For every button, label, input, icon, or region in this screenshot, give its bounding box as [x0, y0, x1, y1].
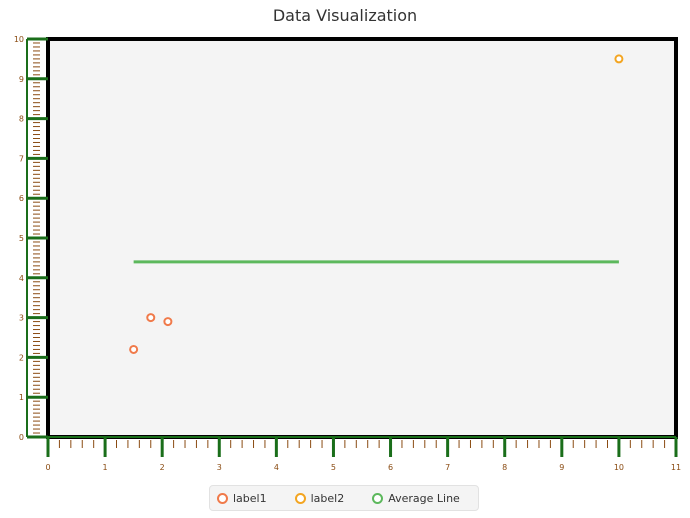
x-axis: 0 1 2 3 4 5 6 7 8 9 10 11: [45, 436, 681, 472]
y-tick-label: 3: [19, 314, 24, 323]
y-tick-label: 7: [19, 154, 24, 163]
data-point-label1: [129, 344, 139, 354]
chart-canvas: 0 1 2 3 4 5 6 7 8 9 10 0 1 2 3 4 5 6 7 8 9 10 11: [14, 35, 681, 472]
x-tick-label: 2: [160, 463, 165, 472]
plot-area: [46, 37, 678, 439]
chart-title: Data Visualization: [272, 6, 418, 25]
x-tick-label: 3: [217, 463, 222, 472]
y-tick-label: 0: [19, 433, 24, 442]
x-tick-label: 9: [559, 463, 564, 472]
legend-marker-icon: [217, 492, 228, 504]
legend-label: label2: [310, 491, 345, 505]
y-tick-label: 4: [19, 274, 24, 283]
data-point-label2: [614, 54, 624, 64]
data-point-label1: [163, 317, 173, 327]
legend-item-label2[interactable]: label2: [294, 491, 345, 505]
data-point-label1: [146, 313, 156, 323]
y-axis: 0 1 2 3 4 5 6 7 8 9 10: [14, 35, 48, 442]
x-tick-label: 1: [103, 463, 108, 472]
x-tick-label: 11: [671, 463, 681, 472]
x-tick-label: 7: [445, 463, 450, 472]
x-tick-label: 4: [274, 463, 279, 472]
y-tick-label: 9: [19, 75, 24, 84]
x-tick-label: 5: [331, 463, 336, 472]
y-tick-label: 8: [19, 115, 24, 124]
y-tick-label: 2: [19, 353, 24, 362]
y-tick-label: 1: [19, 393, 24, 402]
x-tick-label: 10: [614, 463, 624, 472]
y-tick-label: 10: [14, 35, 24, 44]
legend-label: Average Line: [388, 491, 460, 505]
series-layer: [129, 54, 624, 354]
x-tick-label: 0: [45, 463, 50, 472]
legend-label: label1: [233, 491, 267, 505]
y-tick-label: 5: [19, 234, 24, 243]
y-tick-label: 6: [19, 194, 24, 203]
legend-marker-icon: [294, 492, 306, 504]
legend-item-label1[interactable]: label1: [217, 492, 267, 505]
legend-marker-icon: [372, 492, 384, 504]
x-tick-label: 6: [388, 463, 393, 472]
legend: label1 label2 Average Line: [209, 485, 479, 511]
x-tick-label: 8: [502, 463, 507, 472]
legend-item-average-line[interactable]: Average Line: [372, 492, 460, 505]
